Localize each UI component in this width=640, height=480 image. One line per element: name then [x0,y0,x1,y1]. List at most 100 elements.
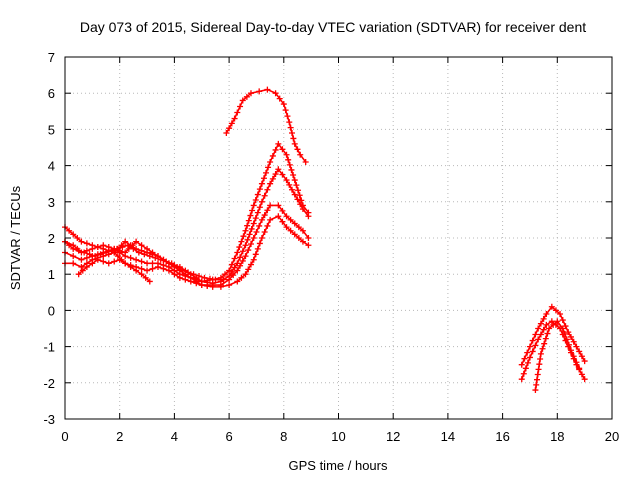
data-point-marker [237,262,244,269]
data-point-marker [226,267,233,274]
data-point-marker [295,224,302,231]
data-point-marker [264,186,271,193]
data-point-marker [223,130,230,137]
data-point-marker [291,220,298,227]
y-tick-label: -2 [43,376,55,391]
data-point-marker [269,152,276,159]
data-point-marker [100,242,107,249]
data-point-marker [256,88,263,95]
y-tick-label: 2 [48,231,55,246]
data-point-marker [550,321,557,328]
data-point-marker [245,217,252,224]
data-point-marker [193,280,200,287]
y-tick-label: 0 [48,303,55,318]
data-point-marker [258,235,265,241]
data-point-marker [554,318,561,325]
data-point-marker [272,146,279,153]
data-point-marker [283,151,290,158]
data-point-marker [541,340,548,347]
data-point-marker [228,120,235,127]
x-tick-label: 4 [171,429,178,444]
data-point-marker [565,329,572,336]
data-point-marker [252,251,259,258]
data-point-marker [234,278,241,285]
x-tick-label: 0 [61,429,68,444]
data-point-marker [239,257,246,264]
x-tick-label: 8 [280,429,287,444]
data-point-marker [154,263,161,270]
data-point-marker [522,365,529,372]
data-point-marker [83,240,90,247]
y-axis-ticks: -3 -2 -1 0 1 2 3 4 5 6 7 [43,50,612,427]
data-point-marker [581,376,588,383]
data-point-marker [295,187,302,194]
data-point-marker [298,197,305,204]
data-point-marker [279,218,286,225]
data-point-marker [529,337,536,344]
data-point-marker [526,354,533,361]
data-point-marker [261,212,268,219]
data-point-marker [226,276,233,283]
y-tick-label: -1 [43,340,55,355]
series-line [64,167,310,285]
x-tick-label: 14 [441,429,455,444]
y-tick-label: 7 [48,50,55,65]
data-point-marker [237,254,244,261]
data-point-marker [272,171,279,178]
data-point-marker [559,325,566,332]
data-point-marker [142,274,149,281]
data-point-marker [290,172,297,179]
data-point-marker [92,253,99,260]
data-point-marker [543,311,550,318]
data-point-marker [228,261,235,268]
data-point-marker [287,124,294,131]
data-point-marker [283,177,290,184]
y-axis-label: SDTVAR / TECUs [8,185,23,290]
data-point-marker [297,201,304,208]
data-point-marker [548,303,555,310]
chart-title: Day 073 of 2015, Sidereal Day-to-day VTE… [80,19,586,35]
y-tick-label: 5 [48,122,55,137]
data-point-marker [116,256,123,263]
data-point-marker [135,249,142,256]
data-point-marker [217,283,224,290]
data-point-marker [565,341,572,348]
data-point-marker [245,266,252,273]
data-point-marker [537,320,544,327]
data-point-marker [540,326,547,333]
data-point-marker [267,216,274,223]
data-point-marker [535,366,542,373]
data-point-marker [532,331,539,338]
data-point-marker [520,370,527,377]
data-point-marker [244,222,251,229]
data-point-marker [78,263,85,270]
data-point-marker [187,278,194,285]
data-point-marker [97,251,104,258]
data-point-marker [532,387,539,394]
data-point-marker [144,260,151,267]
data-point-marker [296,192,303,199]
data-point-marker [70,231,77,238]
data-point-marker [576,348,583,355]
data-point-marker [234,249,241,256]
data-point-marker [521,355,528,362]
data-point-marker [542,335,549,342]
data-point-marker [275,140,282,147]
data-point-marker [532,342,539,349]
data-point-marker [247,90,254,97]
data-point-marker [275,202,282,209]
data-point-marker [243,93,250,100]
data-point-marker [247,212,254,219]
data-series [62,86,588,394]
series-track-6 [75,256,153,285]
data-point-marker [249,207,256,214]
data-point-marker [119,244,126,251]
series-track-2 [62,166,312,287]
data-point-marker [524,359,531,366]
data-point-marker [250,202,257,209]
data-point-marker [83,263,90,270]
data-point-marker [113,245,120,252]
data-point-marker [289,130,296,137]
data-point-marker [206,275,213,282]
data-point-marker [124,242,131,249]
